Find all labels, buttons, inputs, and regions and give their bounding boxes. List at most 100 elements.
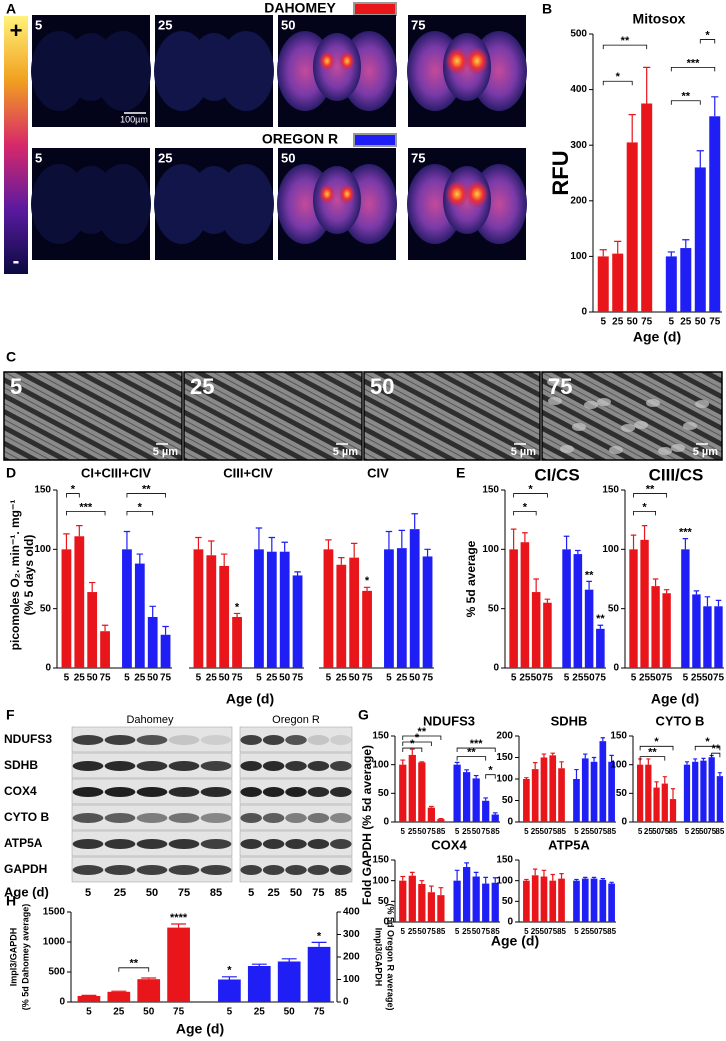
micrograph [183, 371, 363, 461]
y-tick-label: 400 [570, 84, 587, 95]
bar [323, 549, 334, 668]
blot-band [200, 865, 232, 875]
bar [509, 549, 518, 668]
error-bar [101, 624, 109, 632]
blot-title: Oregon R [272, 714, 320, 726]
error-bar [641, 525, 648, 540]
brain-center [313, 166, 361, 234]
bar [681, 549, 690, 668]
bar [692, 761, 699, 822]
y-tick-label: 0 [507, 817, 513, 828]
x-tick-label: 50 [472, 827, 481, 836]
y-tick-label: 50 [502, 795, 514, 806]
x-tick-label: 25 [519, 673, 531, 684]
error-bar [533, 578, 539, 593]
chart-title: CIII/CS [649, 465, 704, 484]
error-bar [409, 748, 415, 755]
bar [612, 253, 624, 312]
blot-band [104, 839, 136, 849]
blot-band [104, 761, 136, 771]
blot-band [307, 813, 330, 823]
blot-band [168, 787, 200, 797]
bar [558, 878, 565, 922]
x-tick-label: 50 [699, 827, 708, 836]
blot-band [200, 735, 232, 745]
error-bar [251, 963, 267, 966]
x-tick-label: 85 [436, 927, 445, 936]
significance: * [138, 501, 143, 513]
bar [218, 979, 241, 1002]
error-bar [338, 557, 345, 565]
age-label: 5 [10, 374, 22, 399]
x-tick-label: 5 [511, 673, 517, 684]
x-tick-label: 5 [524, 927, 529, 936]
error-bar [424, 548, 431, 557]
age-label: 25 [190, 374, 214, 399]
x-tick-label: 75 [709, 317, 721, 328]
significance-bracket [670, 100, 701, 105]
y-tick-label: 150 [496, 855, 513, 866]
bar [193, 549, 204, 668]
significance: * [71, 483, 76, 495]
x-tick-label: 75 [427, 827, 436, 836]
age-label: 50 [370, 374, 394, 399]
panel-letter: B [542, 1, 552, 17]
bar [362, 590, 372, 668]
bar [100, 631, 110, 668]
significance: * [227, 965, 232, 977]
error-bar [268, 536, 276, 552]
x-tick-label: 50 [219, 673, 231, 684]
age-label: 50 [146, 887, 158, 899]
blot-band [285, 787, 307, 797]
damage-spot [609, 446, 623, 454]
significance-bracket [485, 774, 496, 779]
error-bar [591, 756, 597, 762]
scale-max: + [10, 18, 23, 43]
bar [531, 592, 541, 668]
blot-band [200, 813, 232, 823]
bar [543, 602, 552, 668]
x-tick-label: 50 [417, 927, 426, 936]
brain-signal [445, 180, 469, 208]
error-bar [171, 923, 187, 928]
error-bar [88, 581, 96, 593]
y-tick-label: 200 [570, 195, 587, 206]
x-tick-label: 85 [491, 827, 500, 836]
significance-bracket [711, 752, 721, 758]
x-tick-label: 25 [206, 673, 218, 684]
x-tick-label: 50 [695, 317, 707, 328]
bar [247, 966, 271, 1002]
x-tick-label: 75 [173, 1007, 185, 1018]
x-tick-label: 50 [143, 1007, 155, 1018]
y-tick-label: 0 [613, 663, 619, 674]
y-tick-label: 0 [45, 663, 51, 674]
y-tick-label: 100 [372, 875, 389, 886]
blot-band [307, 787, 330, 797]
x-tick-label: 50 [284, 1007, 296, 1018]
error-bar [630, 534, 637, 550]
blot-band [330, 735, 352, 745]
significance: * [410, 738, 415, 750]
y-tick-label: 100 [372, 759, 389, 770]
x-tick-label: 5 [564, 673, 570, 684]
blot-band [262, 787, 285, 797]
blot-band [240, 813, 262, 823]
error-bar [696, 150, 704, 168]
blot-band [330, 839, 352, 849]
blot-band [262, 865, 285, 875]
bar [336, 564, 347, 668]
bar [409, 529, 420, 668]
error-bar [385, 530, 393, 550]
x-tick-label: 5 [64, 673, 70, 684]
x-tick-label: 85 [607, 827, 616, 836]
y-tick-label: 50 [608, 603, 620, 614]
error-bar [667, 251, 675, 257]
bar [703, 606, 712, 668]
chart-title: SDHB [551, 713, 588, 728]
bar [349, 557, 360, 668]
bar [562, 549, 571, 668]
damage-spot [634, 421, 648, 429]
blot-band [262, 813, 285, 823]
damage-spot [695, 400, 709, 408]
